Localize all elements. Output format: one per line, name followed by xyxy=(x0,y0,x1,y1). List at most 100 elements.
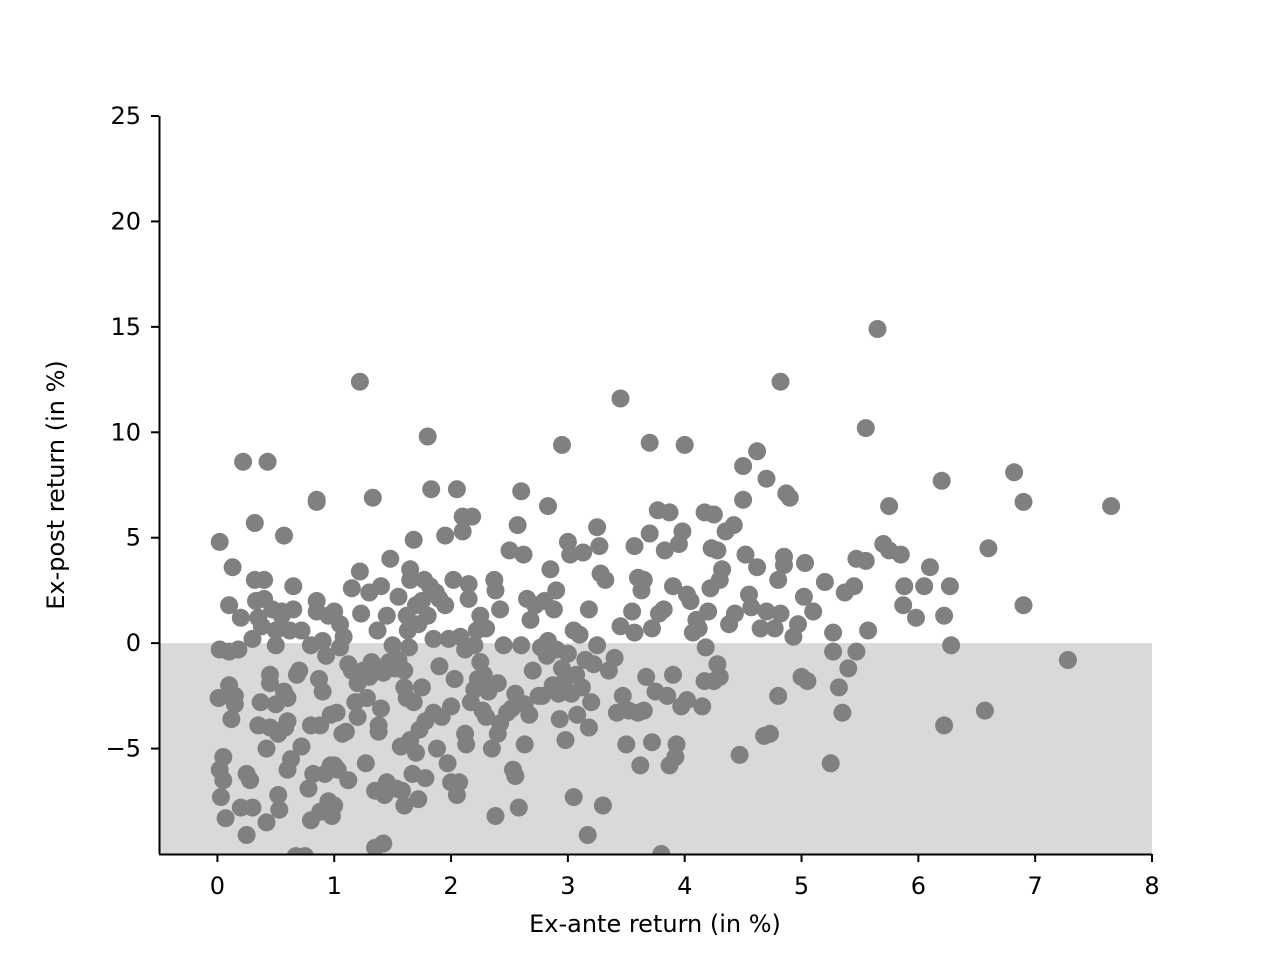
data-point xyxy=(453,522,472,541)
data-point xyxy=(643,733,661,752)
data-point xyxy=(393,781,411,800)
data-point xyxy=(515,735,534,754)
data-point xyxy=(617,735,636,754)
data-point xyxy=(704,505,723,524)
data-point xyxy=(214,771,233,790)
data-point xyxy=(296,847,314,854)
data-point xyxy=(681,592,700,610)
data-point xyxy=(334,627,353,646)
data-point xyxy=(416,769,435,788)
data-point xyxy=(520,705,539,724)
data-point xyxy=(713,560,732,579)
data-point xyxy=(245,514,264,532)
data-point xyxy=(932,471,951,490)
data-point xyxy=(880,497,899,516)
data-point xyxy=(730,745,749,764)
data-point xyxy=(550,710,569,729)
x-tick-label: 8 xyxy=(1144,872,1159,900)
data-point xyxy=(847,642,866,661)
data-point xyxy=(404,530,423,549)
data-point xyxy=(757,469,776,488)
data-point xyxy=(266,636,285,655)
data-point xyxy=(261,674,279,693)
data-point xyxy=(611,389,630,408)
x-tick-label: 5 xyxy=(794,872,809,900)
data-point xyxy=(611,617,630,636)
data-point xyxy=(491,600,510,619)
data-point xyxy=(383,636,402,655)
data-point xyxy=(640,433,659,452)
data-point xyxy=(508,516,527,535)
data-point xyxy=(368,621,387,640)
data-point xyxy=(299,779,318,798)
data-point xyxy=(1005,463,1024,482)
data-point xyxy=(796,554,814,572)
data-point xyxy=(477,707,496,726)
data-point xyxy=(678,691,696,710)
x-axis-label: Ex-ante return (in %) xyxy=(529,910,781,938)
data-point xyxy=(369,716,388,735)
data-point xyxy=(588,518,607,537)
data-point xyxy=(255,570,274,589)
data-point xyxy=(357,689,376,707)
data-point xyxy=(465,636,484,655)
data-point xyxy=(269,786,288,804)
data-point xyxy=(307,490,326,509)
data-point xyxy=(412,678,431,697)
data-point xyxy=(824,642,843,661)
data-point xyxy=(780,488,799,507)
data-point xyxy=(360,667,379,686)
data-point xyxy=(856,551,875,570)
data-point xyxy=(815,573,834,591)
data-point xyxy=(596,570,615,589)
data-point xyxy=(500,541,519,560)
data-point xyxy=(539,497,557,516)
data-point xyxy=(789,615,807,634)
data-point xyxy=(804,602,823,621)
data-point xyxy=(350,562,369,581)
data-point xyxy=(325,796,344,815)
data-point xyxy=(675,435,694,454)
data-point xyxy=(231,608,250,627)
data-point xyxy=(579,718,598,737)
data-point xyxy=(771,372,790,391)
data-point xyxy=(374,834,393,853)
data-point xyxy=(442,697,461,716)
data-point xyxy=(313,682,332,701)
data-point xyxy=(673,522,692,541)
data-point xyxy=(418,427,437,446)
data-point xyxy=(734,457,753,475)
data-point xyxy=(833,703,852,722)
data-point xyxy=(418,606,437,625)
x-tick-label: 1 xyxy=(327,872,342,900)
data-point xyxy=(613,686,632,705)
data-point xyxy=(447,480,466,499)
data-point xyxy=(225,686,244,705)
x-tick-label: 0 xyxy=(210,872,225,900)
data-point xyxy=(839,659,858,678)
data-point xyxy=(654,600,673,619)
data-point xyxy=(445,670,464,688)
data-point xyxy=(748,558,767,577)
data-point xyxy=(643,619,661,638)
data-point xyxy=(655,541,674,560)
data-point xyxy=(579,600,598,619)
data-point xyxy=(564,788,583,807)
data-point xyxy=(523,661,542,680)
data-point xyxy=(450,773,469,792)
data-point xyxy=(356,754,375,773)
data-point xyxy=(275,526,293,545)
data-point xyxy=(404,693,423,712)
data-point xyxy=(512,482,531,501)
y-tick-label: 5 xyxy=(126,524,141,552)
data-point xyxy=(765,619,784,638)
data-point xyxy=(829,678,848,697)
data-point xyxy=(724,516,743,535)
data-point xyxy=(652,845,671,854)
data-point xyxy=(667,735,686,754)
y-axis-label: Ex-post return (in %) xyxy=(42,360,70,610)
data-point xyxy=(241,771,260,790)
data-point xyxy=(521,610,540,629)
y-ticks: −5 0 5 10 15 20 25 xyxy=(106,102,159,763)
data-point xyxy=(252,617,271,636)
